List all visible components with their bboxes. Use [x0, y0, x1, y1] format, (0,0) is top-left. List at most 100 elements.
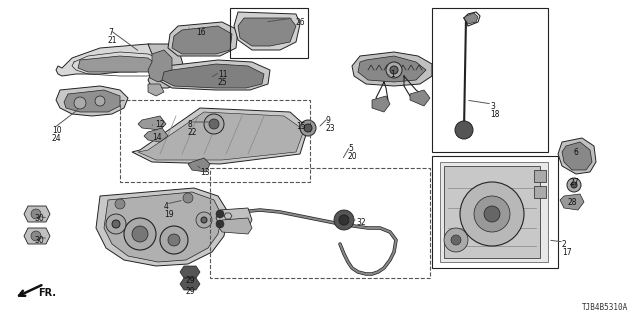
- Circle shape: [339, 215, 349, 225]
- Polygon shape: [180, 266, 200, 278]
- Polygon shape: [172, 26, 232, 54]
- Text: 8: 8: [188, 120, 193, 129]
- Polygon shape: [180, 278, 200, 290]
- Text: 17: 17: [562, 248, 572, 257]
- Text: 24: 24: [52, 134, 61, 143]
- Circle shape: [484, 206, 500, 222]
- Circle shape: [160, 226, 188, 254]
- Text: 19: 19: [164, 210, 173, 219]
- Circle shape: [95, 96, 105, 106]
- Circle shape: [196, 212, 212, 228]
- Text: 26: 26: [296, 18, 306, 27]
- Text: 22: 22: [188, 128, 198, 137]
- Polygon shape: [104, 192, 222, 262]
- Circle shape: [571, 182, 577, 188]
- Text: TJB4B5310A: TJB4B5310A: [582, 303, 628, 312]
- Circle shape: [455, 121, 473, 139]
- Polygon shape: [56, 86, 128, 116]
- Circle shape: [124, 218, 156, 250]
- Polygon shape: [534, 186, 546, 198]
- Text: 30: 30: [34, 214, 44, 223]
- Circle shape: [334, 210, 354, 230]
- Polygon shape: [64, 90, 120, 112]
- Text: 9: 9: [326, 116, 331, 125]
- Circle shape: [183, 193, 193, 203]
- Text: 20: 20: [348, 152, 358, 161]
- Circle shape: [390, 66, 398, 74]
- Polygon shape: [78, 56, 156, 72]
- Circle shape: [386, 62, 402, 78]
- Polygon shape: [24, 206, 50, 222]
- Text: 30: 30: [34, 236, 44, 245]
- Circle shape: [216, 210, 224, 218]
- Polygon shape: [444, 166, 540, 258]
- Text: 7: 7: [108, 28, 113, 37]
- Circle shape: [567, 178, 581, 192]
- Polygon shape: [24, 228, 50, 244]
- Circle shape: [474, 196, 510, 232]
- Polygon shape: [168, 22, 238, 56]
- Circle shape: [132, 226, 148, 242]
- Text: 13: 13: [200, 168, 210, 177]
- Text: 29: 29: [186, 287, 196, 296]
- Polygon shape: [56, 44, 168, 76]
- Polygon shape: [238, 18, 296, 46]
- Circle shape: [460, 182, 524, 246]
- Circle shape: [112, 220, 120, 228]
- Text: 23: 23: [326, 124, 335, 133]
- Text: 1: 1: [390, 70, 395, 79]
- Polygon shape: [560, 194, 584, 210]
- Circle shape: [106, 214, 126, 234]
- Text: 2: 2: [562, 240, 567, 249]
- Text: 14: 14: [152, 133, 162, 142]
- Text: 21: 21: [108, 36, 118, 45]
- Polygon shape: [534, 170, 546, 182]
- Text: 15: 15: [296, 122, 306, 131]
- Polygon shape: [562, 142, 592, 170]
- Polygon shape: [440, 162, 548, 262]
- Polygon shape: [234, 12, 300, 50]
- Text: 12: 12: [155, 120, 164, 129]
- Circle shape: [451, 235, 461, 245]
- Polygon shape: [148, 50, 172, 82]
- Text: 28: 28: [568, 198, 577, 207]
- Text: 32: 32: [356, 218, 365, 227]
- Polygon shape: [218, 218, 252, 234]
- Text: 6: 6: [574, 148, 579, 157]
- Circle shape: [31, 209, 41, 219]
- Polygon shape: [148, 44, 184, 88]
- Polygon shape: [358, 56, 426, 82]
- Polygon shape: [162, 64, 264, 88]
- Polygon shape: [352, 52, 432, 86]
- Circle shape: [74, 97, 86, 109]
- Circle shape: [201, 217, 207, 223]
- Polygon shape: [410, 90, 430, 106]
- Text: 10: 10: [52, 126, 61, 135]
- Circle shape: [216, 220, 224, 228]
- Polygon shape: [138, 112, 304, 160]
- Text: 27: 27: [570, 178, 580, 187]
- Text: 16: 16: [196, 28, 205, 37]
- Text: 29: 29: [186, 276, 196, 285]
- Circle shape: [115, 199, 125, 209]
- Text: 5: 5: [348, 144, 353, 153]
- Text: 11: 11: [218, 70, 227, 79]
- Circle shape: [300, 120, 316, 136]
- Text: 4: 4: [164, 202, 169, 211]
- Polygon shape: [144, 128, 168, 142]
- Circle shape: [31, 231, 41, 241]
- Polygon shape: [188, 158, 210, 172]
- Polygon shape: [138, 116, 166, 130]
- Text: FR.: FR.: [38, 288, 56, 298]
- Polygon shape: [132, 108, 308, 164]
- Circle shape: [304, 124, 312, 132]
- Circle shape: [209, 119, 219, 129]
- Circle shape: [444, 228, 468, 252]
- Polygon shape: [558, 138, 596, 174]
- Text: 25: 25: [218, 78, 228, 87]
- Polygon shape: [158, 60, 270, 90]
- Circle shape: [168, 234, 180, 246]
- Polygon shape: [464, 13, 478, 24]
- Circle shape: [204, 114, 224, 134]
- Polygon shape: [372, 96, 390, 112]
